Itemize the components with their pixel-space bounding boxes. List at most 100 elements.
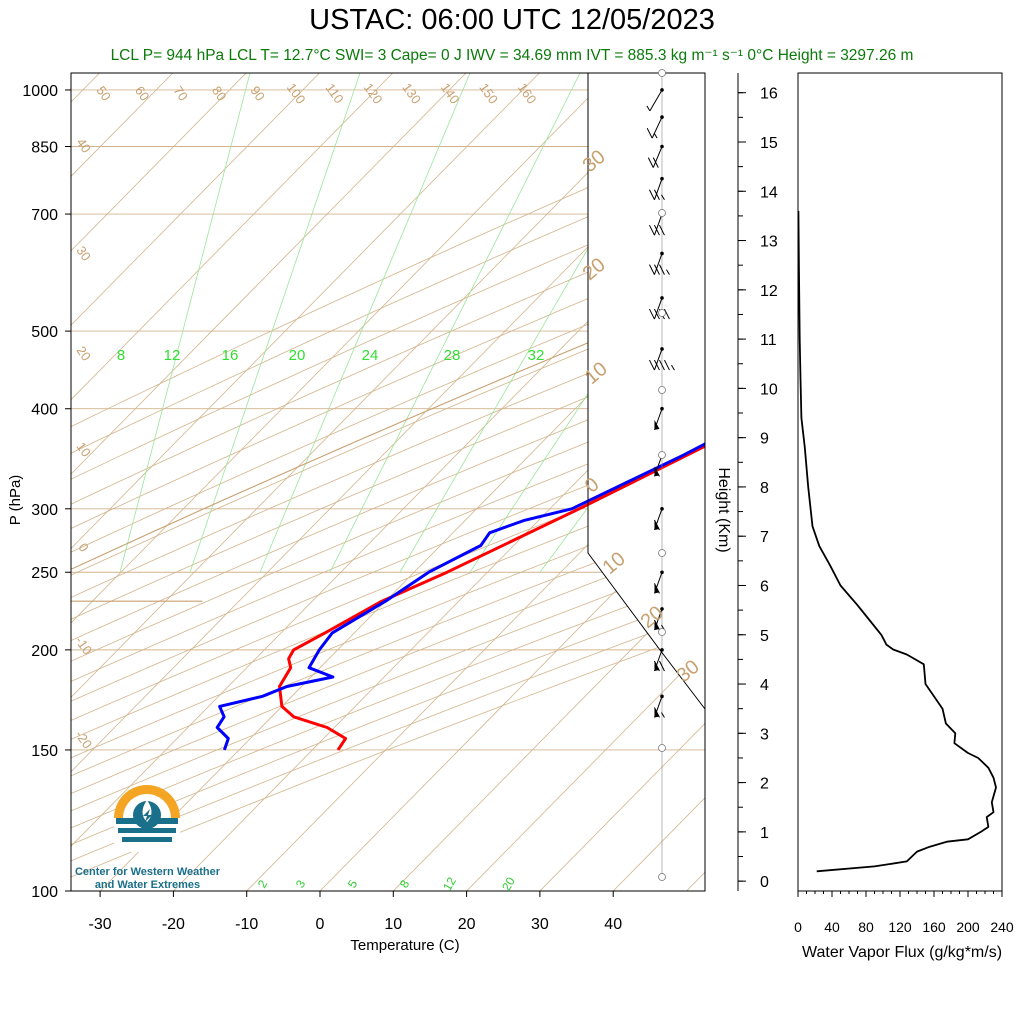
wind-barb-staff — [649, 89, 663, 112]
wind-barb-half — [666, 269, 670, 275]
isotherm-label-top: 160 — [515, 80, 540, 106]
flux-x-tick-label: 120 — [888, 919, 912, 935]
mixing-ratio-line — [649, 363, 705, 410]
dry-adiabat — [71, 480, 705, 740]
wind-barb-full — [654, 660, 660, 672]
wind-barb-full — [649, 359, 655, 371]
wind-barb-full — [649, 189, 655, 201]
isotherm-label-left: 0 — [75, 540, 91, 555]
wind-barb — [646, 115, 664, 139]
height-tick-label: 11 — [760, 332, 777, 349]
isotherm-line — [71, 73, 687, 698]
dry-adiabat — [71, 249, 705, 529]
wind-barb-flag — [654, 419, 660, 430]
height-tick-label: 0 — [760, 874, 769, 891]
wind-barb-full — [647, 157, 654, 168]
logo-text-line1: Center for Western Weather — [74, 866, 221, 878]
isotherm-line — [173, 350, 705, 891]
mixing-ratio-line — [777, 73, 1024, 409]
flux-x-tick-label: 80 — [858, 919, 874, 935]
isotherm-line — [71, 73, 467, 475]
isotherm-label-left: 30 — [73, 243, 94, 263]
mixing-ratio-label: 20 — [499, 874, 518, 893]
x-axis-label: Temperature (C) — [350, 937, 459, 954]
level-marker — [658, 451, 666, 459]
isotherm-label-left: -10 — [72, 633, 95, 657]
wind-barb-full — [659, 264, 665, 275]
isotherm-line — [393, 573, 705, 891]
mixing-ratio-label: 12 — [440, 874, 459, 893]
isotherm-label-top: 60 — [132, 83, 153, 103]
dry-adiabat — [71, 417, 705, 682]
isotherm-label-top: 50 — [93, 83, 114, 103]
wind-barb-full — [649, 308, 655, 320]
y-axis-label: P (hPa) — [7, 475, 24, 526]
y-tick-label: 500 — [31, 324, 58, 341]
height-tick-label: 12 — [760, 283, 778, 300]
y-tick-label: 850 — [31, 140, 58, 157]
chart-title: USTAC: 06:00 UTC 12/05/2023 — [309, 4, 715, 36]
wind-barb — [649, 251, 670, 275]
isotherm-line — [71, 201, 705, 847]
isotherm-line — [539, 722, 705, 891]
height-tick-label: 10 — [760, 381, 778, 398]
wind-barb-full — [649, 264, 655, 275]
isotherm-line — [71, 73, 320, 326]
wind-barb-dot — [660, 251, 664, 256]
dry-adiabat — [71, 520, 705, 777]
barb-panel-border — [587, 73, 706, 710]
height-tick-label: 4 — [760, 677, 769, 694]
isotherm-line — [99, 276, 705, 891]
flux-x-axis-label: Water Vapor Flux (g/kg*m/s) — [802, 944, 1002, 961]
dry-adiabat — [71, 166, 705, 454]
wind-barb-full — [659, 660, 665, 672]
level-marker — [658, 309, 666, 317]
wind-barb-dot — [660, 607, 664, 611]
isotherm-line — [71, 73, 247, 252]
wind-barb — [647, 144, 664, 168]
x-tick-label: -10 — [235, 916, 258, 933]
isotherm-label-left: 40 — [73, 135, 94, 155]
dry-adiabat — [71, 539, 705, 794]
cw3e-logo — [114, 785, 180, 852]
dry-adiabat — [71, 612, 705, 862]
level-marker — [658, 69, 666, 77]
dry-adiabat — [71, 222, 705, 505]
isotherm-line — [71, 73, 540, 550]
isotherm-label-top: 130 — [399, 80, 424, 106]
sounding-stats: LCL P= 944 hPa LCL T= 12.7°C SWI= 3 Cape… — [110, 47, 914, 64]
height-tick-label: 14 — [760, 184, 778, 201]
height-tick-label: 9 — [760, 431, 769, 448]
mixing-ratio-label: 5 — [345, 877, 361, 890]
wind-barb-full — [659, 359, 665, 371]
isotherm-label-left: -20 — [72, 727, 95, 751]
moist-adiabat-label: 12 — [164, 347, 181, 364]
wind-barb-half — [661, 194, 665, 201]
wind-barb-dot — [660, 88, 664, 92]
isotherm-label-top: 80 — [209, 83, 230, 103]
wind-barb-staff — [652, 146, 663, 168]
dry-adiabat — [71, 349, 705, 620]
y-tick-label: 250 — [31, 565, 58, 582]
wind-barb-full — [654, 519, 660, 531]
y-tick-label: 300 — [31, 502, 58, 519]
wind-barb-half — [653, 132, 658, 139]
dewpoint-profile — [215, 442, 705, 751]
wind-barb-staff — [653, 213, 663, 236]
wind-barb-full — [654, 359, 660, 371]
dry-adiabat — [71, 136, 705, 428]
x-tick-label: 0 — [316, 916, 325, 933]
dry-adiabat — [71, 372, 705, 641]
wind-barb-half — [646, 105, 651, 112]
dry-adiabat — [71, 325, 705, 598]
flux-x-tick-label: 40 — [824, 919, 840, 935]
wind-barb-full — [646, 127, 653, 139]
isotherm-line — [71, 73, 394, 401]
height-tick-label: 5 — [760, 628, 769, 645]
wind-barb-dot — [660, 296, 664, 300]
flux-x-tick-label: 240 — [990, 919, 1014, 935]
moist-adiabat — [329, 73, 581, 573]
dry-adiabat — [71, 438, 705, 702]
height-tick-label: 8 — [760, 480, 769, 497]
